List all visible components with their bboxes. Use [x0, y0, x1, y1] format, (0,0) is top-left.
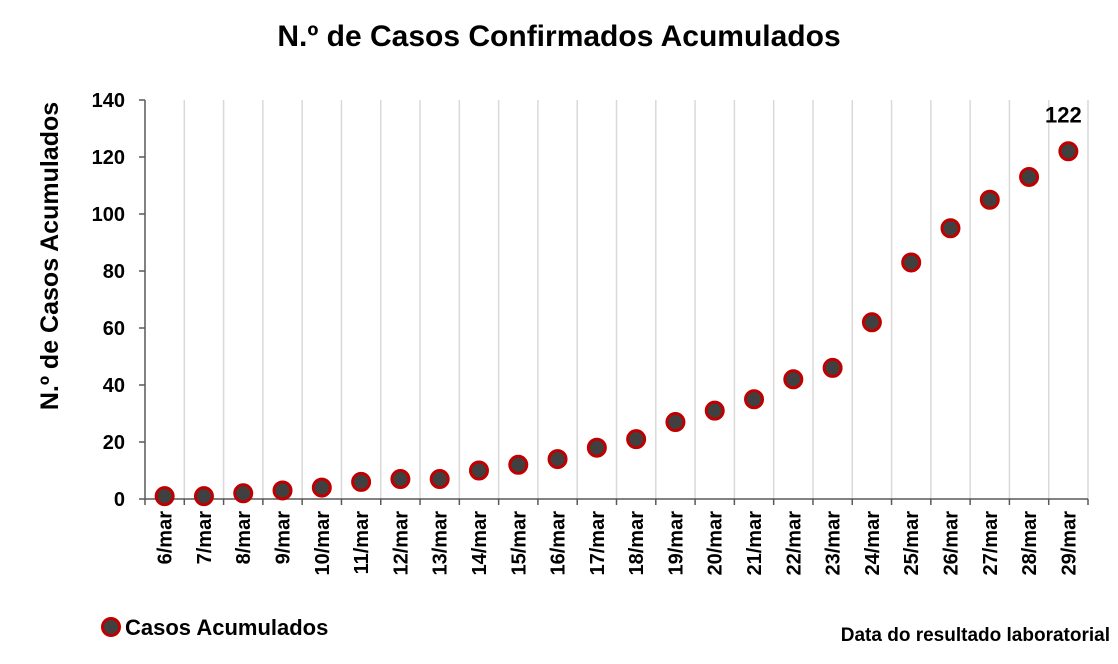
x-tick-label: 10/mar: [312, 511, 334, 576]
legend: Casos Acumulados: [101, 615, 328, 640]
x-tick-label: 17/mar: [587, 511, 609, 576]
data-point: [272, 480, 293, 501]
data-point: [822, 357, 843, 378]
x-tick-label: 26/mar: [940, 511, 962, 576]
x-tick-label: 27/mar: [980, 511, 1002, 576]
y-axis-title: N.º de Casos Acumulados: [36, 102, 64, 410]
y-tick-label: 80: [103, 261, 125, 283]
axes: [139, 99, 1089, 505]
x-tick-label: 12/mar: [390, 511, 412, 576]
data-labels: 122: [1045, 102, 1082, 127]
y-tick-label: 100: [92, 204, 125, 226]
data-point: [311, 477, 332, 498]
x-tick-label: 19/mar: [665, 511, 687, 576]
data-point: [1019, 166, 1040, 187]
x-tick-label: 29/mar: [1058, 511, 1080, 576]
x-tick-label: 23/mar: [823, 511, 845, 576]
data-point: [940, 218, 961, 239]
x-tick-label: 21/mar: [744, 511, 766, 576]
data-point: [626, 429, 647, 450]
data-point: [979, 189, 1000, 210]
data-point: [744, 389, 765, 410]
y-tick-label: 120: [92, 147, 125, 169]
data-point: [704, 400, 725, 421]
x-tick-label: 16/mar: [548, 511, 570, 576]
y-tick-label: 40: [103, 375, 125, 397]
data-point: [468, 460, 489, 481]
x-tick-label: 24/mar: [862, 511, 884, 576]
x-tick-label: 9/mar: [273, 511, 295, 565]
legend-label: Casos Acumulados: [125, 615, 328, 640]
x-tick-label: 14/mar: [469, 511, 491, 576]
y-tick-label: 140: [92, 90, 125, 112]
x-tick-labels: 6/mar 7/mar 8/mar 9/mar 10/mar 11/mar 12/mar 13…: [155, 511, 1081, 576]
y-tick-label: 0: [114, 489, 125, 511]
y-tick-label: 20: [103, 432, 125, 454]
x-tick-label: 7/mar: [194, 511, 216, 565]
data-point: [154, 486, 175, 507]
data-point: [1058, 141, 1079, 162]
data-point: [861, 312, 882, 333]
y-tick-label: 60: [103, 318, 125, 340]
x-axis-title: Data do resultado laboratorial: [841, 625, 1110, 646]
data-point: [547, 449, 568, 470]
x-tick-label: 25/mar: [901, 511, 923, 576]
data-point: [193, 486, 214, 507]
data-point: [233, 483, 254, 504]
x-tick-label: 18/mar: [626, 511, 648, 576]
x-tick-label: 15/mar: [508, 511, 530, 576]
data-points: [154, 141, 1079, 507]
y-tick-labels: 0 20 40 60 80 100 120 140: [92, 90, 125, 511]
data-point: [508, 454, 529, 475]
x-tick-label: 13/mar: [430, 511, 452, 576]
chart-title: N.º de Casos Confirmados Acumulados: [277, 20, 840, 53]
x-tick-label: 20/mar: [705, 511, 727, 576]
data-point: [783, 369, 804, 390]
gridlines: [183, 100, 1089, 499]
x-tick-label: 6/mar: [155, 511, 177, 565]
data-point: [390, 469, 411, 490]
x-tick-label: 8/mar: [233, 511, 255, 565]
x-tick-label: 11/mar: [351, 511, 373, 575]
data-label: 122: [1045, 102, 1082, 127]
x-tick-label: 22/mar: [783, 511, 805, 576]
data-point: [901, 252, 922, 273]
legend-marker: [101, 617, 121, 637]
data-point: [586, 437, 607, 458]
data-point: [429, 469, 450, 490]
data-point: [351, 471, 372, 492]
data-point: [665, 412, 686, 433]
x-tick-label: 28/mar: [1019, 511, 1041, 576]
